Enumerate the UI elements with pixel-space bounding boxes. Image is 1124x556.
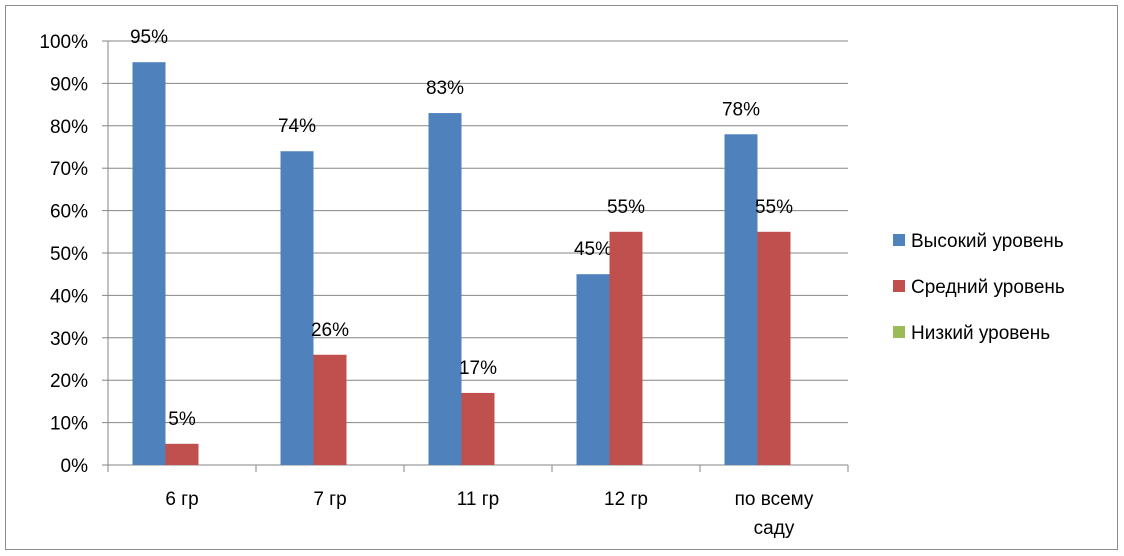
y-tick-label-3: 30% [50,329,88,350]
y-tick-label-6: 60% [50,202,88,223]
y-tick-label-7: 70% [50,159,88,180]
y-tick-label-1: 10% [50,414,88,435]
bar-1-4 [757,231,791,465]
category-label-4-0: по всему [735,489,814,510]
category-label-0-0: 6 гр [165,489,198,510]
legend-swatch-2 [893,326,905,338]
data-label-1-4: 55% [755,197,793,218]
category-label-1-0: 7 гр [313,489,346,510]
category-label-2-0: 11 гр [457,489,500,510]
y-tick-label-0: 0% [61,456,89,477]
data-label-1-1: 26% [311,320,349,341]
legend-swatch-1 [893,280,905,292]
data-label-0-1: 74% [278,116,316,137]
bar-0-3 [576,274,610,465]
bar-1-3 [609,231,643,465]
bar-1-1 [313,354,347,465]
data-label-0-2: 83% [426,78,464,99]
data-label-0-0: 95% [130,27,168,48]
y-tick-label-9: 90% [50,74,88,95]
legend-swatch-0 [893,234,905,246]
y-tick-label-10: 100% [39,32,88,53]
category-label-3-0: 12 гр [604,489,648,510]
y-tick-label-2: 20% [50,371,88,392]
legend-label-1: Средний уровень [911,277,1065,298]
y-tick-label-5: 50% [50,244,88,265]
data-label-1-0: 5% [168,409,196,430]
bar-0-1 [280,151,314,466]
bar-1-2 [461,392,495,465]
bar-0-2 [428,113,462,465]
legend-label-2: Низкий уровень [911,323,1050,344]
category-label-4-1: саду [754,518,795,539]
y-tick-label-4: 40% [50,286,88,307]
data-label-1-2: 17% [459,358,497,379]
y-tick-label-8: 80% [50,117,88,138]
legend-label-0: Высокий уровень [911,231,1064,252]
bar-1-0 [165,443,199,465]
bar-0-4 [724,134,758,465]
bar-0-0 [132,62,166,465]
data-label-0-4: 78% [722,99,760,120]
data-label-0-3: 45% [574,239,612,260]
data-label-1-3: 55% [607,197,645,218]
